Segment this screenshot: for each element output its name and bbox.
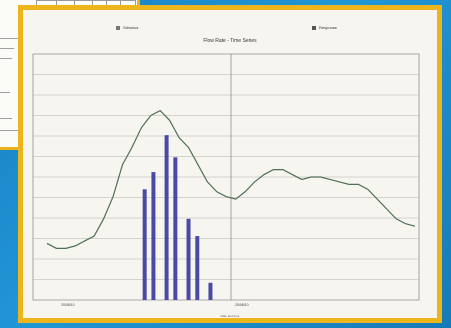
x-tick-label: 20/08/10 — [61, 303, 75, 307]
chart-canvas: 20/08/10 25/08/10 — [32, 53, 420, 307]
document-line — [0, 38, 18, 39]
bar — [164, 135, 169, 300]
bar — [186, 218, 191, 300]
document-line — [0, 92, 10, 93]
legend-swatch-stimulus — [116, 26, 120, 30]
chart-footer: Date and time — [220, 314, 240, 318]
response-line — [46, 109, 416, 249]
legend-label-right: Response — [319, 25, 338, 30]
legend-swatch-response — [312, 26, 316, 30]
legend-label-left: Stimulus — [123, 25, 139, 30]
x-tick-label: 25/08/10 — [235, 303, 249, 307]
bar — [173, 157, 178, 300]
document-line — [0, 48, 14, 49]
bar — [142, 189, 147, 300]
bar — [151, 172, 156, 300]
chart-document: Stimulus Response Flow Rate - Time Serie… — [18, 5, 442, 323]
bar-series — [142, 135, 213, 300]
document-line — [0, 118, 12, 119]
chart-title: Flow Rate - Time Series — [203, 38, 257, 44]
document-line — [0, 58, 12, 59]
bar — [208, 282, 213, 300]
chart-grid — [32, 53, 420, 301]
bar — [195, 236, 200, 300]
